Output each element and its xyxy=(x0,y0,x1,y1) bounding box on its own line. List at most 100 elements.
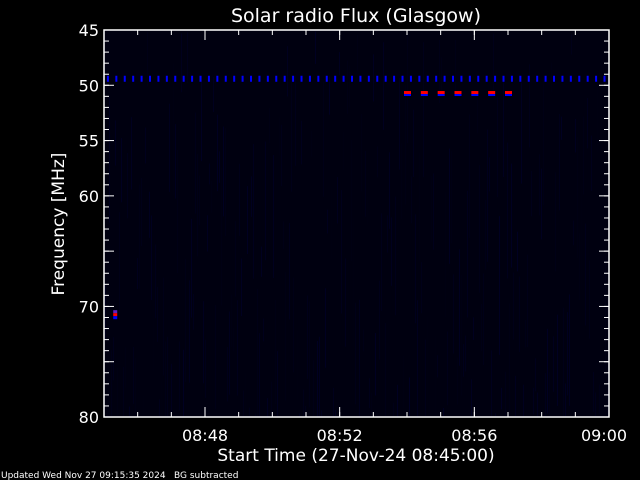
spot-mark xyxy=(113,313,118,317)
noise-stripe xyxy=(523,384,524,417)
noise-stripe xyxy=(197,154,198,257)
interference-mark xyxy=(443,75,446,82)
noise-stripe xyxy=(313,360,314,417)
noise-stripe xyxy=(409,377,410,417)
noise-stripe xyxy=(595,392,596,417)
interference-mark xyxy=(300,75,303,82)
noise-stripe xyxy=(505,371,506,417)
noise-stripe xyxy=(203,301,204,384)
noise-stripe xyxy=(531,170,532,217)
noise-stripe xyxy=(561,116,562,140)
noise-stripe xyxy=(377,146,378,178)
noise-stripe xyxy=(419,152,420,262)
noise-stripe xyxy=(189,280,190,383)
interference-mark xyxy=(140,75,143,82)
noise-stripe xyxy=(527,254,528,348)
noise-stripe xyxy=(605,255,606,370)
interference-mark xyxy=(502,75,505,82)
noise-stripe xyxy=(509,303,510,411)
noise-stripe xyxy=(273,155,274,279)
noise-stripe xyxy=(467,190,468,318)
noise-stripe xyxy=(295,75,296,166)
noise-stripe xyxy=(307,295,308,379)
noise-stripe xyxy=(299,413,300,417)
noise-stripe xyxy=(227,346,228,402)
interference-mark xyxy=(471,94,479,97)
noise-stripe xyxy=(129,406,130,417)
interference-mark xyxy=(359,75,362,82)
x-tick-label: 08:52 xyxy=(317,426,363,445)
noise-stripe xyxy=(207,215,208,252)
noise-stripe xyxy=(187,32,188,83)
noise-stripe xyxy=(373,54,374,102)
noise-stripe xyxy=(417,300,418,417)
interference-mark xyxy=(586,75,589,82)
interference-mark xyxy=(418,75,421,82)
interference-mark xyxy=(367,75,370,82)
noise-stripe xyxy=(237,300,238,396)
noise-stripe xyxy=(579,233,580,301)
noise-stripe xyxy=(565,383,566,417)
interference-mark xyxy=(477,75,480,82)
interference-mark xyxy=(393,75,396,82)
noise-stripe xyxy=(411,176,412,224)
plot-frame xyxy=(103,29,610,418)
noise-stripe xyxy=(269,108,270,143)
noise-stripe xyxy=(597,69,598,153)
noise-stripe xyxy=(573,220,574,246)
noise-stripe xyxy=(309,301,310,408)
noise-stripe xyxy=(399,78,400,170)
noise-stripe xyxy=(323,81,324,197)
interference-mark xyxy=(224,75,227,82)
noise-stripe xyxy=(441,57,442,94)
noise-stripe xyxy=(213,77,214,112)
noise-stripe xyxy=(457,357,458,405)
noise-stripe xyxy=(501,387,502,410)
interference-mark xyxy=(404,91,411,95)
noise-stripe xyxy=(191,218,192,318)
noise-stripe xyxy=(243,390,244,417)
y-tick-label: 70 xyxy=(79,297,99,316)
noise-stripe xyxy=(179,341,180,411)
noise-stripe xyxy=(401,143,402,220)
noise-stripe xyxy=(205,339,206,398)
interference-mark xyxy=(216,75,219,82)
interference-mark xyxy=(351,75,354,82)
interference-mark xyxy=(325,75,328,82)
noise-stripe xyxy=(107,415,108,417)
noise-stripe xyxy=(423,42,424,178)
y-tick-label: 50 xyxy=(79,76,99,95)
noise-stripe xyxy=(171,363,172,417)
interference-mark xyxy=(510,75,513,82)
noise-stripe xyxy=(193,294,194,330)
noise-stripe xyxy=(241,258,242,317)
noise-stripe xyxy=(379,280,380,360)
interference-mark xyxy=(165,75,168,82)
noise-stripe xyxy=(551,62,552,92)
noise-stripe xyxy=(415,214,416,324)
noise-stripe xyxy=(349,65,350,108)
chart-title: Solar radio Flux (Glasgow) xyxy=(231,5,481,27)
noise-stripe xyxy=(435,335,436,417)
interference-mark xyxy=(275,75,278,82)
noise-stripe xyxy=(429,394,430,417)
noise-stripe xyxy=(601,52,602,179)
noise-stripe xyxy=(331,186,332,260)
noise-stripe xyxy=(283,221,284,249)
interference-mark xyxy=(199,75,202,82)
noise-stripe xyxy=(209,163,210,185)
interference-mark xyxy=(283,75,286,82)
noise-stripe xyxy=(405,85,406,205)
y-tick-label: 80 xyxy=(79,408,99,427)
noise-stripe xyxy=(287,46,288,97)
noise-stripe xyxy=(265,141,266,261)
noise-stripe xyxy=(105,283,106,341)
interference-mark xyxy=(468,75,471,82)
noise-stripe xyxy=(199,175,200,226)
noise-stripe xyxy=(563,307,564,417)
noise-stripe xyxy=(319,336,320,417)
noise-stripe xyxy=(553,336,554,392)
interference-mark xyxy=(595,75,598,82)
noise-stripe xyxy=(279,117,280,156)
interference-mark xyxy=(494,75,497,82)
